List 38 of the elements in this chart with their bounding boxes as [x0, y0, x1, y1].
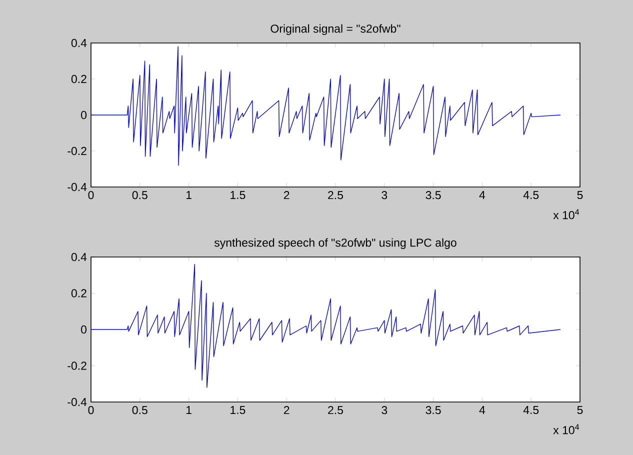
- x-tick-label: 4: [479, 406, 486, 414]
- x-tick-label: 3: [382, 191, 388, 200]
- x-tick-label: 4.5: [523, 406, 539, 414]
- x-tick-label: 2: [284, 191, 290, 200]
- x-tick-label: 5: [577, 191, 583, 200]
- x-tick-label: 1: [186, 406, 192, 414]
- x-tick-label: 2.5: [328, 406, 344, 414]
- x-tick-label: 0: [88, 191, 94, 200]
- x-tick-label: 3: [382, 406, 388, 414]
- x-tick-label: 2: [284, 406, 290, 414]
- y-tick-label: 0.4: [71, 252, 87, 262]
- x-tick-label: 4: [479, 191, 486, 199]
- x-tick-label: 1.5: [230, 191, 246, 200]
- x-tick-label: 2.5: [328, 191, 344, 200]
- y-tick-label: 0: [81, 110, 87, 120]
- line-series: [91, 264, 561, 388]
- y-tick-label: 0: [81, 325, 87, 334]
- x-tick-label: 0: [88, 406, 94, 414]
- x-tick-label: 3.5: [426, 406, 441, 414]
- y-tick-label: 0.2: [71, 289, 86, 298]
- x-tick-label: 3.5: [426, 191, 441, 200]
- text: x 10$^{4}$: [553, 209, 580, 220]
- y-tick-label: 0.2: [71, 74, 86, 84]
- x-tick-label: 0.5: [132, 406, 148, 414]
- y-tick-label: -0.4: [68, 398, 87, 406]
- x-tick-label: 5: [577, 406, 583, 414]
- y-tick-label: -0.2: [68, 362, 86, 370]
- chart-title: synthesized speech of "s2ofwb" using LPC algo: [214, 238, 456, 250]
- line-series: [91, 46, 561, 166]
- y-tick-label: -0.4: [68, 182, 87, 192]
- x-tick-label: 1: [186, 191, 192, 199]
- text: x 10$^{4}$: [553, 424, 580, 434]
- x-tick-label: 1.5: [230, 406, 246, 414]
- x-tick-label: 4.5: [523, 191, 539, 200]
- y-tick-label: 0.4: [71, 38, 87, 48]
- chart-title: Original signal = "s2ofwb": [270, 24, 400, 35]
- y-tick-label: -0.2: [68, 146, 86, 156]
- x-tick-label: 0.5: [132, 191, 148, 200]
